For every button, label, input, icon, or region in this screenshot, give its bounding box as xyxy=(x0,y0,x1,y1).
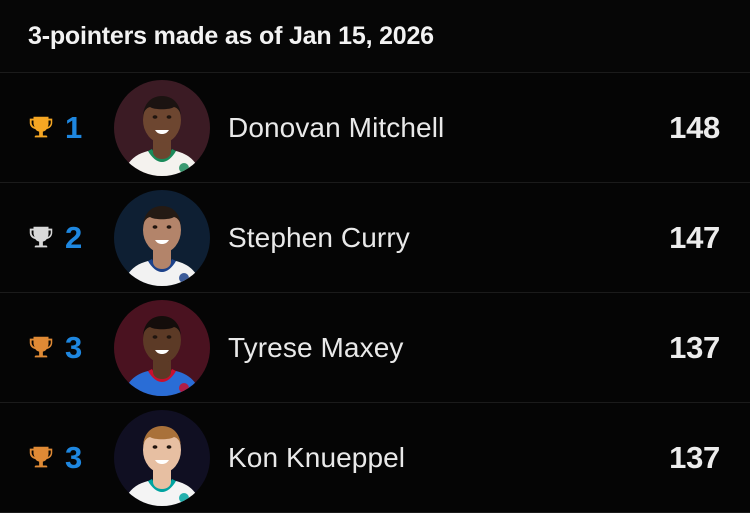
leaderboard-row[interactable]: 3 Tyrese Maxey 137 xyxy=(0,293,750,403)
leaderboard-header: 3-pointers made as of Jan 15, 2026 xyxy=(0,0,750,73)
leaderboard-row[interactable]: 1 Donovan Mitchell 148 xyxy=(0,73,750,183)
rank-cell: 3 xyxy=(26,442,114,473)
trophy-icon-bronze xyxy=(26,443,56,473)
player-name: Kon Knueppel xyxy=(228,441,406,473)
rank-number: 3 xyxy=(65,440,83,475)
stat-value: 137 xyxy=(669,329,720,365)
player-avatar-kon-knueppel[interactable] xyxy=(114,409,210,506)
stat-value: 147 xyxy=(669,219,720,255)
page-title: 3-pointers made as of Jan 15, 2026 xyxy=(28,21,434,50)
trophy-icon-bronze xyxy=(26,333,56,363)
leaderboard-rows: 1 Donovan Mitchell 148 2 Stephen Curry 147 3 Ty… xyxy=(0,73,750,513)
stat-value: 148 xyxy=(669,109,720,145)
rank-number: 3 xyxy=(65,330,83,365)
player-avatar-tyrese-maxey[interactable] xyxy=(114,299,210,396)
player-name: Tyrese Maxey xyxy=(228,331,404,363)
trophy-icon-silver xyxy=(26,223,56,253)
rank-cell: 1 xyxy=(26,112,114,143)
leaderboard-row[interactable]: 2 Stephen Curry 147 xyxy=(0,183,750,293)
player-avatar-stephen-curry[interactable] xyxy=(114,189,210,286)
rank-cell: 3 xyxy=(26,332,114,363)
player-name: Donovan Mitchell xyxy=(228,111,445,143)
rank-number: 1 xyxy=(65,110,83,145)
trophy-icon-gold xyxy=(26,113,56,143)
stat-value: 137 xyxy=(669,439,720,475)
rank-number: 2 xyxy=(65,220,83,255)
player-name: Stephen Curry xyxy=(228,221,410,253)
player-avatar-donovan-mitchell[interactable] xyxy=(114,79,210,176)
leaderboard-row[interactable]: 3 Kon Knueppel 137 xyxy=(0,403,750,513)
rank-cell: 2 xyxy=(26,222,114,253)
